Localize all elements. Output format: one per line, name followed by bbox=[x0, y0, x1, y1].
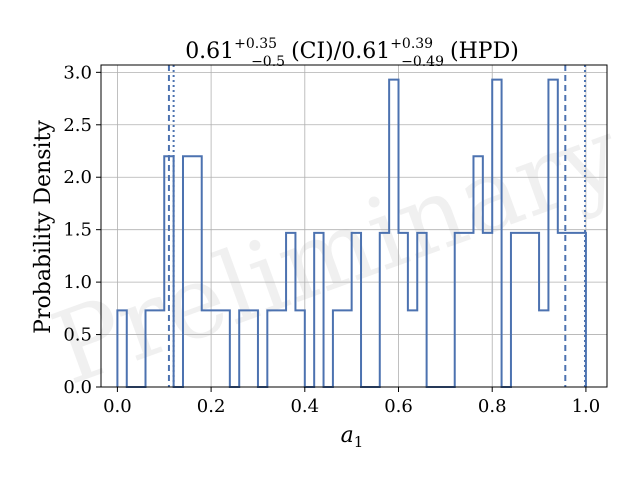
title-ci-lower: −0.5 bbox=[251, 54, 285, 70]
title-hpd-label: (HPD) bbox=[450, 39, 519, 64]
title-ci-value: 0.61 bbox=[185, 39, 234, 64]
interval-lines bbox=[167, 65, 586, 387]
chart-title: 0.61+0.35 −0.5 (CI)/0.61+0.39 −0.49 (HPD) bbox=[185, 36, 519, 70]
title-ci-upper: +0.35 bbox=[234, 36, 277, 52]
x-tick-label: 0.6 bbox=[384, 396, 413, 417]
y-tick-label: 0.5 bbox=[63, 325, 92, 346]
x-tick-label: 0.4 bbox=[290, 396, 319, 417]
x-axis-title-main: a bbox=[341, 423, 354, 448]
axis-ticks: 0.0 0.2 0.4 0.6 0.8 1.0 0.0 0.5 1.0 1.5 2.0 2.5 3.0 bbox=[63, 62, 600, 417]
y-tick-label: 1.5 bbox=[63, 220, 92, 241]
y-tick-label: 1.0 bbox=[63, 272, 92, 293]
title-hpd-upper: +0.39 bbox=[390, 36, 433, 52]
title-separator: / bbox=[334, 39, 342, 64]
watermark-layer: Preliminary bbox=[38, 94, 636, 407]
x-tick-label: 0.8 bbox=[478, 396, 507, 417]
histogram-step-line bbox=[116, 78, 587, 388]
x-axis-title: a1 bbox=[341, 423, 364, 451]
plot-frame bbox=[100, 64, 608, 388]
series bbox=[116, 78, 587, 388]
y-tick-label: 3.0 bbox=[63, 62, 92, 83]
watermark: Preliminary bbox=[38, 94, 636, 407]
title-ci-label: (CI) bbox=[291, 39, 334, 64]
x-tick-label: 0.0 bbox=[103, 396, 132, 417]
x-axis-title-subscript: 1 bbox=[354, 433, 364, 451]
x-tick-label: 1.0 bbox=[572, 396, 601, 417]
y-tick-label: 0.0 bbox=[63, 377, 92, 398]
title-hpd-lower: −0.49 bbox=[401, 54, 444, 70]
y-axis-title: Probability Density bbox=[31, 120, 56, 334]
y-tick-label: 2.0 bbox=[63, 167, 92, 188]
y-tick-label: 2.5 bbox=[63, 115, 92, 136]
title-hpd-value: 0.61 bbox=[341, 39, 390, 64]
x-tick-label: 0.2 bbox=[197, 396, 226, 417]
